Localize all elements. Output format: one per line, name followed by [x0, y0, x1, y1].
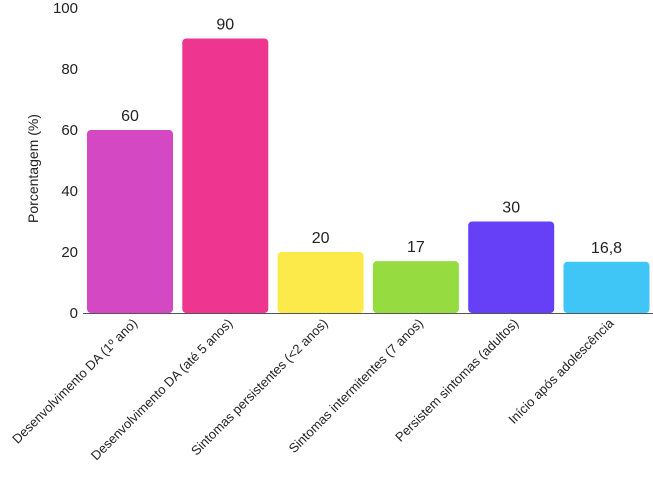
bar [182, 38, 269, 313]
y-axis-label: Porcentagem (%) [25, 114, 41, 223]
y-tick-label: 40 [61, 183, 78, 200]
bar [372, 261, 459, 313]
bar [277, 252, 364, 313]
y-axis: 0 20 40 60 80 100 [53, 0, 78, 322]
y-tick-label: 100 [53, 0, 78, 17]
bars: 60 90 20 17 30 16,8 [87, 17, 650, 313]
bar [563, 261, 650, 313]
y-tick-label: 80 [61, 61, 78, 78]
data-label: 30 [502, 200, 520, 217]
data-label: 90 [216, 17, 234, 34]
data-label: 16,8 [591, 240, 622, 257]
y-tick-label: 20 [61, 244, 78, 261]
y-tick-label: 0 [70, 305, 78, 322]
y-tick-label: 60 [61, 122, 78, 139]
data-label: 20 [312, 230, 330, 247]
bar [87, 130, 173, 313]
x-axis: Desenvolvimento DA (1º ano)Desenvolvimen… [9, 313, 653, 463]
data-label: 60 [121, 108, 139, 125]
data-label: 17 [407, 239, 425, 256]
bar [468, 221, 555, 313]
x-tick-label: Início após adolescência [505, 315, 617, 427]
